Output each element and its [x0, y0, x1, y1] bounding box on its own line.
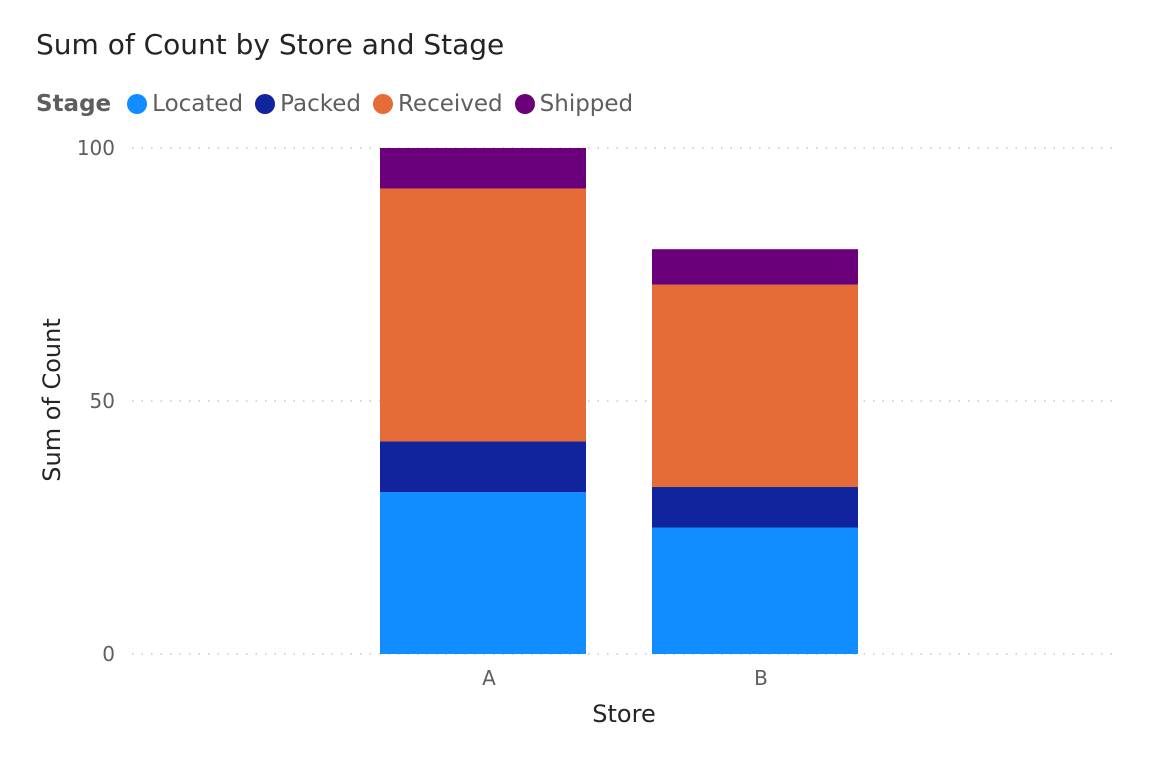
legend-dot-received: [372, 94, 393, 114]
bar-b-located[interactable]: [652, 527, 858, 655]
legend-label-located: Located: [152, 91, 244, 117]
y-axis-title: Sum of Count: [38, 318, 66, 482]
bar-b-packed[interactable]: [652, 487, 858, 528]
gridlines: [132, 147, 1115, 655]
legend-label-shipped: Shipped: [539, 91, 634, 117]
y-tick-label: 0: [102, 642, 115, 666]
y-tick-label: 50: [90, 389, 115, 413]
bar-a-shipped[interactable]: [380, 148, 586, 189]
bar-a-located[interactable]: [380, 492, 586, 654]
bar-a-packed[interactable]: [380, 441, 586, 493]
bar-b-shipped[interactable]: [652, 249, 858, 285]
legend-dot-located: [127, 94, 148, 114]
bars: [380, 148, 858, 654]
legend-item-located[interactable]: Located: [127, 91, 243, 117]
x-tick-label: A: [482, 666, 496, 690]
bar-b-received[interactable]: [652, 284, 858, 488]
legend-dot-shipped: [514, 94, 535, 114]
chart-title: Sum of Count by Store and Stage: [36, 28, 505, 61]
legend: Stage Located Packed Received Shipped: [36, 88, 645, 120]
legend-label-packed: Packed: [280, 91, 361, 117]
y-tick-label: 100: [77, 136, 115, 160]
legend-item-received[interactable]: Received: [372, 91, 503, 117]
legend-item-shipped[interactable]: Shipped: [514, 91, 634, 117]
legend-dot-packed: [255, 94, 276, 114]
legend-item-packed[interactable]: Packed: [255, 91, 361, 117]
legend-label-received: Received: [397, 91, 503, 117]
x-tick-label: B: [754, 666, 768, 690]
bar-a-received[interactable]: [380, 188, 586, 442]
legend-title: Stage: [36, 91, 112, 117]
x-axis-title: Store: [592, 700, 655, 728]
y-axis-ticks: 0 50 100: [77, 136, 115, 666]
